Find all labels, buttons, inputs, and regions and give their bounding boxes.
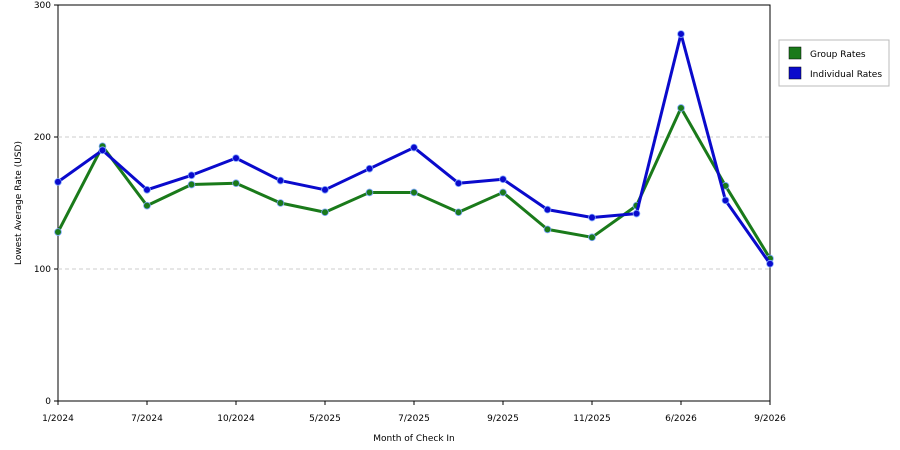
data-point: [543, 205, 552, 214]
data-point: [543, 225, 552, 234]
y-tick-label: 0: [45, 397, 51, 407]
data-point: [187, 180, 196, 189]
y-axis-title: Lowest Average Rate (USD): [14, 141, 24, 265]
legend-swatch-individual-rates: [788, 66, 802, 80]
data-point: [677, 30, 685, 38]
x-tick-label: 7/2024: [131, 414, 163, 424]
data-point: [276, 176, 285, 185]
legend-label-group-rates: Group Rates: [810, 50, 866, 60]
x-tick-label: 5/2025: [309, 414, 341, 424]
data-point: [365, 164, 374, 173]
data-point: [321, 208, 329, 217]
data-point: [232, 179, 240, 188]
data-point: [365, 188, 374, 197]
x-tick-label: 6/2026: [665, 414, 697, 424]
y-tick-label: 100: [34, 265, 51, 275]
data-point: [232, 154, 240, 162]
data-point: [632, 209, 641, 218]
data-point: [721, 196, 730, 205]
plot-area: [57, 4, 771, 402]
data-point: [98, 146, 107, 155]
legend-label-individual-rates: Individual Rates: [810, 70, 882, 80]
data-point: [321, 186, 329, 194]
y-axis-ticks: 0 100 200 300: [34, 1, 58, 407]
y-tick-label: 300: [34, 1, 51, 11]
data-point: [454, 179, 463, 188]
x-tick-label: 10/2024: [217, 414, 255, 424]
x-tick-label: 11/2025: [573, 414, 610, 424]
data-point: [54, 228, 62, 236]
x-tick-label: 7/2025: [398, 414, 430, 424]
data-point: [143, 201, 151, 210]
data-point: [766, 259, 774, 268]
data-point: [276, 199, 285, 207]
data-point: [677, 104, 685, 112]
data-point: [410, 188, 418, 197]
data-point: [588, 213, 596, 222]
x-axis-ticks: 1/2024 7/2024 10/2024 5/2025 7/2025 9/2025 11/…: [42, 401, 786, 424]
data-point: [454, 208, 463, 217]
series-group: [54, 30, 774, 268]
data-point: [499, 175, 507, 184]
legend-swatch-group-rates: [788, 46, 802, 60]
data-point: [410, 143, 418, 152]
x-axis-title: Month of Check In: [373, 434, 455, 444]
data-point: [54, 178, 62, 186]
data-point: [143, 186, 151, 194]
data-point: [588, 233, 596, 242]
data-point: [499, 188, 507, 197]
y-tick-label: 200: [34, 133, 51, 143]
x-tick-label: 9/2025: [487, 414, 519, 424]
legend: Group Rates Individual Rates: [778, 39, 890, 87]
x-tick-label: 1/2024: [42, 414, 74, 424]
data-point: [187, 171, 196, 180]
x-tick-label: 9/2026: [754, 414, 786, 424]
